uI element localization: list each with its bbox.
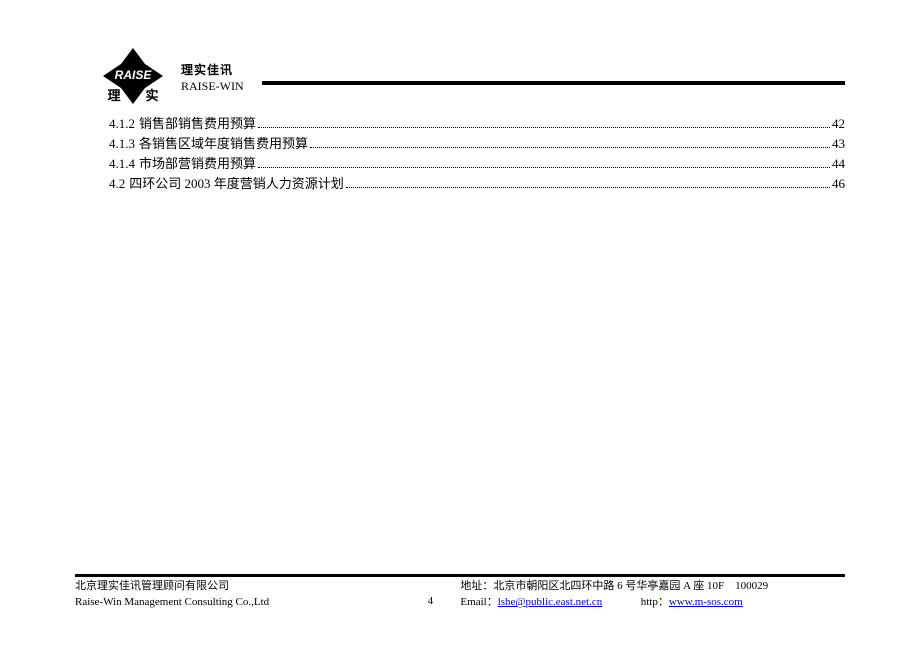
header-rule [262,81,845,85]
logo-text-top: RAISE [115,68,153,82]
brand-name-en: RAISE-WIN [181,78,244,94]
page-number: 4 [400,594,460,611]
table-of-contents: 4.1.2 销售部销售费用预算 42 4.1.3 各销售区域年度销售费用预算 4… [109,114,845,195]
footer-rule [75,574,845,577]
address-value: 北京市朝阳区北四环中路 6 号华亭嘉园 A 座 10F [493,580,724,592]
raise-logo: RAISE 理 实 [103,48,163,104]
page-footer: 北京理实佳讯管理顾问有限公司 Raise-Win Management Cons… [75,574,845,611]
toc-entry-title: 市场部营销费用预算 [139,154,256,174]
email-link[interactable]: lshe@public.east.net.cn [498,596,603,608]
toc-entry-title: 四环公司 2003 年度营销人力资源计划 [129,174,344,194]
footer-contact: 地址：北京市朝阳区北四环中路 6 号华亭嘉园 A 座 10F 100029 Em… [460,579,845,611]
footer-contact-line: Email：lshe@public.east.net.cn http：www.m… [460,595,845,611]
toc-entry-title: 销售部销售费用预算 [139,114,256,134]
toc-entry: 4.1.3 各销售区域年度销售费用预算 43 [109,134,845,154]
footer-company-en: Raise-Win Management Consulting Co.,Ltd [75,595,400,611]
toc-entry-page: 44 [832,154,845,174]
postcode: 100029 [735,580,768,592]
document-page: RAISE 理 实 理实佳讯 RAISE-WIN 4.1.2 销售部销售费用预算… [0,0,920,651]
footer-address-line: 地址：北京市朝阳区北四环中路 6 号华亭嘉园 A 座 10F 100029 [460,579,845,595]
header-brand: 理实佳讯 RAISE-WIN [181,58,244,94]
toc-entry-title: 各销售区域年度销售费用预算 [139,134,308,154]
address-label: 地址： [460,580,493,592]
toc-leader-dots [258,167,830,168]
toc-entry-number: 4.1.2 [109,114,135,134]
footer-company: 北京理实佳讯管理顾问有限公司 Raise-Win Management Cons… [75,579,400,611]
email-label: Email： [460,596,497,608]
logo-text-right: 实 [145,88,158,103]
page-header: RAISE 理 实 理实佳讯 RAISE-WIN [103,48,845,104]
toc-entry: 4.2 四环公司 2003 年度营销人力资源计划 46 [109,174,845,194]
http-label: http： [641,596,669,608]
toc-entry: 4.1.2 销售部销售费用预算 42 [109,114,845,134]
toc-entry-page: 46 [832,174,845,194]
toc-entry-page: 42 [832,114,845,134]
toc-leader-dots [310,147,830,148]
toc-entry-number: 4.1.3 [109,134,135,154]
website-link[interactable]: www.m-sos.com [669,596,743,608]
toc-leader-dots [258,127,830,128]
toc-leader-dots [346,187,830,188]
toc-entry-number: 4.2 [109,174,125,194]
footer-company-cn: 北京理实佳讯管理顾问有限公司 [75,579,400,595]
toc-entry-page: 43 [832,134,845,154]
brand-name-cn: 理实佳讯 [181,62,244,78]
logo-text-left: 理 [107,88,120,103]
toc-entry: 4.1.4 市场部营销费用预算 44 [109,154,845,174]
toc-entry-number: 4.1.4 [109,154,135,174]
